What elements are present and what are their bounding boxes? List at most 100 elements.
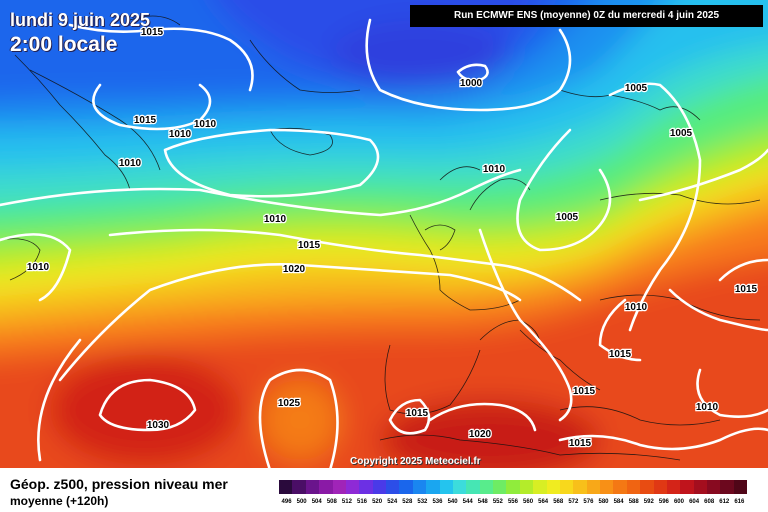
pressure-label: 1015 bbox=[569, 438, 592, 449]
pressure-labels: 1015 1015 1010 1010 1010 1000 1005 1005 … bbox=[26, 26, 759, 451]
scale-tick-label: 552 bbox=[492, 499, 503, 505]
scale-tick-label: 496 bbox=[281, 499, 292, 505]
pressure-label: 1005 bbox=[670, 128, 693, 139]
pressure-label: 1015 bbox=[134, 115, 157, 126]
forecast-time: 2:00 locale bbox=[10, 33, 118, 56]
scale-tick-label: 508 bbox=[326, 499, 337, 505]
scale-swatch bbox=[613, 480, 627, 494]
scale-swatch bbox=[439, 480, 453, 494]
pressure-label: 1010 bbox=[194, 119, 217, 130]
scale-tick-label: 596 bbox=[658, 499, 669, 505]
scale-tick-label: 532 bbox=[417, 499, 428, 505]
scale-tick-label: 536 bbox=[432, 499, 443, 505]
pressure-label: 1020 bbox=[283, 264, 306, 275]
scale-tick-label: 544 bbox=[462, 499, 473, 505]
scale-swatch bbox=[666, 480, 681, 494]
scale-swatch bbox=[506, 480, 520, 494]
scale-swatch bbox=[345, 480, 360, 494]
scale-swatch bbox=[466, 480, 480, 494]
pressure-label: 1010 bbox=[264, 214, 287, 225]
color-scale-labels: 496 500 504 508 512 516 520 524 528 532 536 540 544 5… bbox=[279, 499, 747, 505]
scale-tick-label: 612 bbox=[719, 499, 730, 505]
scale-swatch bbox=[707, 480, 721, 494]
scale-tick-label: 588 bbox=[628, 499, 639, 505]
scale-swatch bbox=[426, 480, 440, 494]
scale-tick-label: 516 bbox=[357, 499, 368, 505]
scale-swatch bbox=[359, 480, 373, 494]
scale-swatch bbox=[720, 480, 734, 494]
scale-swatch bbox=[399, 480, 413, 494]
copyright-notice: Copyright 2025 Meteociel.fr bbox=[350, 456, 481, 467]
scale-swatch bbox=[319, 480, 333, 494]
scale-tick-label: 572 bbox=[568, 499, 579, 505]
scale-swatch bbox=[332, 480, 346, 494]
scale-swatch bbox=[292, 480, 306, 494]
scale-swatch bbox=[573, 480, 587, 494]
scale-swatch bbox=[640, 480, 654, 494]
pressure-label: 1010 bbox=[169, 129, 192, 140]
geopotential-field bbox=[0, 0, 768, 468]
pressure-label: 1015 bbox=[609, 349, 632, 360]
scale-swatch bbox=[479, 480, 493, 494]
scale-tick-label: 600 bbox=[673, 499, 684, 505]
scale-swatch bbox=[279, 480, 293, 494]
isobars bbox=[0, 18, 768, 468]
pressure-label: 1015 bbox=[735, 284, 758, 295]
scale-tick-label: 608 bbox=[704, 499, 715, 505]
legend-footer: Géop. z500, pression niveau mer moyenne … bbox=[0, 468, 768, 512]
pressure-label: 1030 bbox=[147, 420, 170, 431]
scale-swatch bbox=[733, 480, 748, 494]
scale-tick-label: 568 bbox=[553, 499, 564, 505]
scale-tick-label: 560 bbox=[523, 499, 534, 505]
color-scale bbox=[279, 480, 748, 494]
pressure-label: 1005 bbox=[556, 212, 579, 223]
scale-swatch bbox=[693, 480, 707, 494]
scale-swatch bbox=[546, 480, 560, 494]
scale-swatch bbox=[653, 480, 667, 494]
pressure-label: 1015 bbox=[298, 240, 321, 251]
scale-swatch bbox=[452, 480, 467, 494]
scale-tick-label: 616 bbox=[734, 499, 745, 505]
pressure-label: 1010 bbox=[27, 262, 50, 273]
scale-tick-label: 540 bbox=[447, 499, 458, 505]
scale-swatch bbox=[600, 480, 614, 494]
scale-tick-label: 548 bbox=[477, 499, 488, 505]
pressure-label: 1015 bbox=[406, 408, 429, 419]
pressure-label: 1010 bbox=[696, 402, 719, 413]
scale-swatch bbox=[372, 480, 386, 494]
pressure-label: 1010 bbox=[483, 164, 506, 175]
scale-tick-label: 564 bbox=[538, 499, 549, 505]
weather-map: 1015 1015 1010 1010 1010 1000 1005 1005 … bbox=[0, 0, 768, 468]
scale-tick-label: 576 bbox=[583, 499, 594, 505]
pressure-label: 1025 bbox=[278, 398, 301, 409]
scale-swatch bbox=[626, 480, 641, 494]
scale-swatch bbox=[533, 480, 547, 494]
pressure-label: 1000 bbox=[460, 78, 483, 89]
scale-swatch bbox=[386, 480, 400, 494]
scale-tick-label: 556 bbox=[507, 499, 518, 505]
scale-swatch bbox=[493, 480, 507, 494]
scale-tick-label: 584 bbox=[613, 499, 624, 505]
scale-swatch bbox=[680, 480, 694, 494]
scale-tick-label: 524 bbox=[387, 499, 398, 505]
scale-swatch bbox=[305, 480, 320, 494]
scale-tick-label: 580 bbox=[598, 499, 609, 505]
map-subtitle: moyenne (+120h) bbox=[10, 494, 109, 508]
pressure-label: 1015 bbox=[573, 386, 596, 397]
scale-swatch bbox=[559, 480, 574, 494]
scale-tick-label: 592 bbox=[643, 499, 654, 505]
pressure-label: 1010 bbox=[119, 158, 142, 169]
scale-swatch bbox=[586, 480, 600, 494]
scale-tick-label: 512 bbox=[341, 499, 352, 505]
map-title: Géop. z500, pression niveau mer bbox=[10, 476, 228, 492]
pressure-label: 1005 bbox=[625, 83, 648, 94]
scale-tick-label: 604 bbox=[689, 499, 700, 505]
pressure-label: 1015 bbox=[141, 27, 164, 38]
scale-tick-label: 520 bbox=[372, 499, 383, 505]
scale-swatch bbox=[519, 480, 534, 494]
scale-swatch bbox=[412, 480, 427, 494]
scale-tick-label: 500 bbox=[296, 499, 307, 505]
scale-tick-label: 504 bbox=[311, 499, 322, 505]
run-info-banner: Run ECMWF ENS (moyenne) 0Z du mercredi 4… bbox=[410, 5, 763, 27]
forecast-date: lundi 9 juin 2025 bbox=[10, 10, 151, 30]
